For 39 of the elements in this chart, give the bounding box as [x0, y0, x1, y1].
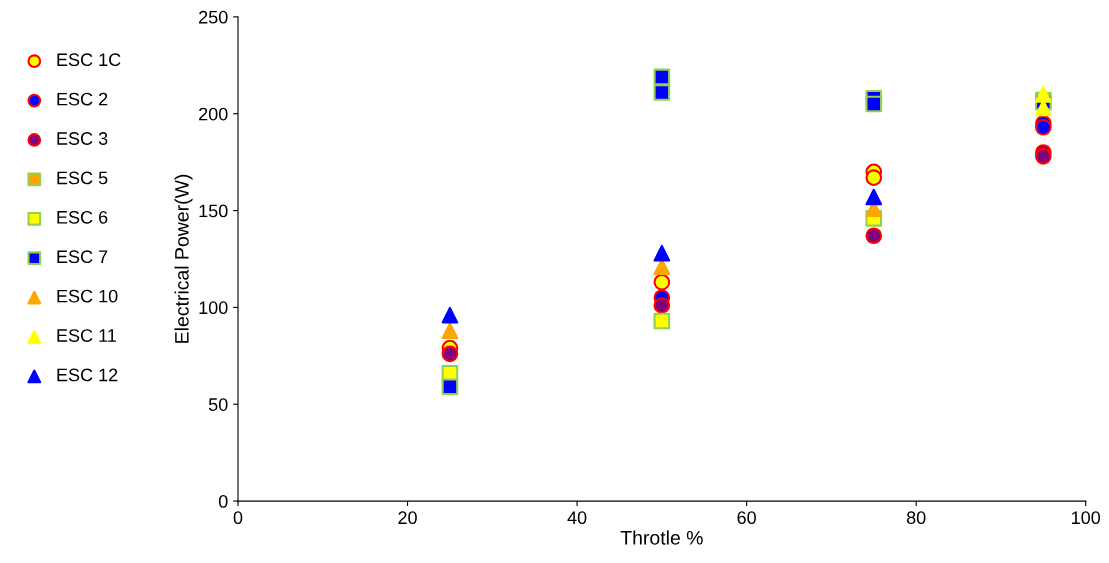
y-tick-label: 200 — [199, 107, 228, 121]
legend-label: ESC 10 — [57, 289, 118, 303]
x-tick-label: 80 — [906, 511, 926, 525]
legend-label: ESC 2 — [57, 92, 108, 106]
point — [653, 273, 671, 291]
legend-label: ESC 1C — [57, 53, 121, 67]
x-tick-label: 100 — [1072, 511, 1101, 525]
y-tick-label: 250 — [199, 10, 228, 24]
x-tick-label: 20 — [398, 511, 417, 525]
point — [1035, 86, 1052, 103]
point — [441, 378, 459, 396]
x-tick-label: 40 — [567, 511, 587, 525]
point — [865, 169, 883, 186]
point — [1035, 148, 1052, 165]
point — [865, 95, 883, 113]
y-axis-title: Electrical Power(W) — [174, 174, 193, 343]
y-tick-label: 150 — [199, 204, 228, 218]
legend-label: ESC 5 — [57, 171, 108, 185]
x-tick-label: 60 — [737, 511, 756, 525]
point — [441, 345, 459, 363]
point — [1035, 118, 1052, 136]
y-tick-label: 50 — [208, 398, 228, 411]
point — [441, 306, 459, 324]
legend-label: ESC 11 — [57, 329, 116, 342]
point — [653, 312, 671, 330]
point — [653, 297, 671, 314]
y-tick-label: 0 — [218, 495, 228, 508]
point — [653, 84, 671, 101]
legend-label: ESC 12 — [57, 368, 118, 382]
point — [653, 244, 671, 262]
point — [865, 188, 883, 206]
legend-label: ESC 3 — [57, 132, 108, 145]
point — [441, 322, 459, 339]
legend-label: ESC 6 — [57, 210, 108, 224]
x-tick-label: 0 — [233, 511, 243, 525]
point — [865, 227, 883, 245]
y-tick-label: 100 — [199, 301, 228, 315]
legend-label: ESC 7 — [57, 250, 108, 264]
x-axis-title: Throtle % — [620, 530, 703, 545]
